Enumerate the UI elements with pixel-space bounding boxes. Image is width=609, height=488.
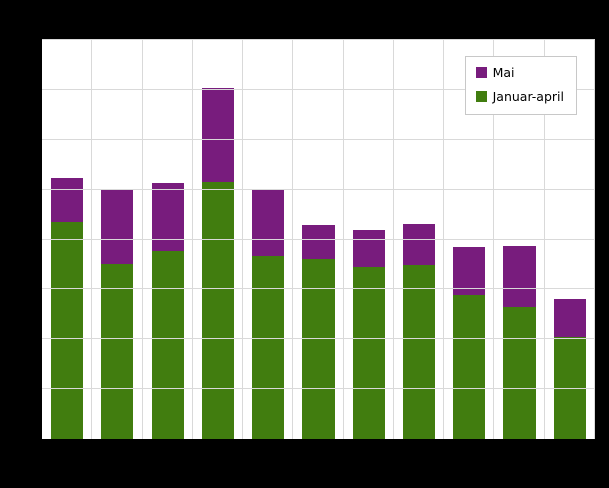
gridline-horizontal	[42, 138, 595, 140]
bar-segment-januar-april	[51, 221, 84, 439]
bar-segment-mai	[302, 224, 335, 260]
gridline-vertical	[191, 40, 193, 439]
gridline-horizontal	[42, 288, 595, 290]
bar-segment-mai	[503, 245, 536, 308]
category-cell	[293, 40, 343, 439]
bar-group	[402, 40, 436, 439]
bar-group	[503, 40, 536, 439]
bar-segment-januar-april	[453, 295, 486, 439]
gridline-horizontal	[42, 388, 595, 390]
bar-group	[252, 40, 285, 439]
gridline-horizontal	[42, 338, 595, 340]
bar-segment-mai	[51, 177, 84, 222]
bar-segment-mai	[151, 182, 184, 252]
bar-segment-mai	[252, 189, 285, 257]
gridline-vertical	[594, 40, 595, 439]
bar-segment-mai	[352, 229, 385, 268]
category-cell	[394, 40, 444, 439]
bar-group	[352, 40, 385, 439]
bar-group	[201, 40, 234, 439]
gridline-vertical	[242, 40, 244, 439]
bar-group	[453, 40, 486, 439]
legend-item-mai: Mai	[475, 65, 564, 80]
category-cell	[444, 40, 494, 439]
legend-item-januar-april: Januar-april	[475, 89, 564, 104]
gridline-vertical	[392, 40, 394, 439]
bar-segment-januar-april	[151, 251, 184, 439]
category-cell	[344, 40, 394, 439]
category-cell	[92, 40, 142, 439]
gridline-vertical	[292, 40, 294, 439]
bar-group	[51, 40, 84, 439]
bar-segment-januar-april	[101, 264, 134, 439]
gridline-horizontal	[42, 88, 595, 90]
plot-area: Mai Januar-april	[41, 39, 595, 440]
bar-segment-januar-april	[252, 256, 285, 439]
bar-group	[151, 40, 184, 439]
bar-segment-mai	[201, 87, 234, 182]
gridline-vertical	[141, 40, 143, 439]
legend-label-mai: Mai	[492, 65, 515, 80]
bar-segment-mai	[453, 246, 486, 296]
bar-segment-januar-april	[201, 181, 234, 439]
category-cell	[243, 40, 293, 439]
gridline-vertical	[342, 40, 344, 439]
gridline-horizontal	[42, 39, 595, 40]
bar-group	[101, 40, 134, 439]
gridline-vertical	[443, 40, 445, 439]
category-cell	[42, 40, 92, 439]
gridline-horizontal	[42, 188, 595, 190]
bar-segment-mai	[553, 299, 586, 338]
gridline-horizontal	[42, 238, 595, 240]
category-cell	[193, 40, 243, 439]
januar-april-swatch	[475, 91, 487, 102]
gridline-vertical	[543, 40, 545, 439]
legend: Mai Januar-april	[464, 56, 577, 115]
bar-segment-januar-april	[302, 259, 335, 439]
bar-segment-januar-april	[402, 265, 436, 439]
bar-segment-mai	[101, 189, 134, 265]
category-cell	[494, 40, 544, 439]
gridline-vertical	[493, 40, 495, 439]
bar-segment-januar-april	[503, 307, 536, 439]
legend-label-januar-april: Januar-april	[492, 89, 564, 104]
bar-segment-mai	[402, 223, 436, 266]
bars-container	[42, 40, 595, 439]
bar-group	[302, 40, 335, 439]
category-cell	[143, 40, 193, 439]
bar-segment-januar-april	[352, 267, 385, 439]
mai-swatch	[475, 67, 487, 78]
gridline-vertical	[91, 40, 93, 439]
